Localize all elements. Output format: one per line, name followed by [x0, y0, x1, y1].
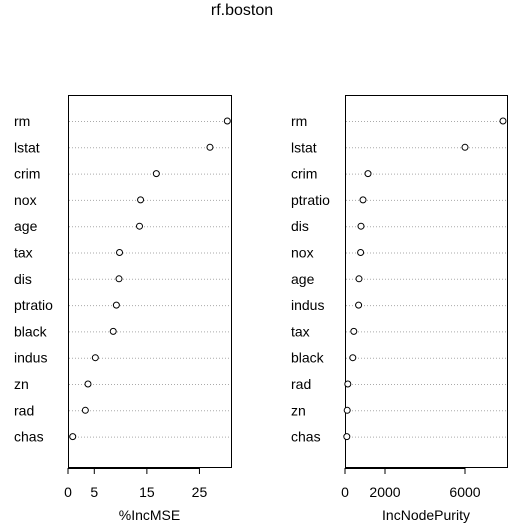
point-indus	[91, 354, 99, 362]
x-axis-label: IncNodePurity	[382, 507, 470, 523]
plot-frame	[345, 95, 508, 468]
row-label-chas: chas	[291, 429, 321, 445]
row-label-lstat: lstat	[291, 139, 317, 155]
row-label-black: black	[14, 323, 48, 339]
point-rad	[344, 380, 352, 388]
x-tick-label: 5	[90, 484, 98, 500]
point-lstat	[206, 143, 214, 151]
x-tick-label: 25	[192, 484, 208, 500]
point-age	[355, 275, 363, 283]
point-tax	[350, 327, 358, 335]
row-label-tax: tax	[291, 323, 310, 339]
row-label-crim: crim	[14, 166, 40, 182]
row-label-rm: rm	[291, 113, 307, 129]
row-label-age: age	[291, 271, 315, 287]
row-label-rad: rad	[291, 376, 311, 392]
row-label-zn: zn	[14, 376, 29, 392]
row-label-rad: rad	[14, 402, 34, 418]
x-axis-label: %IncMSE	[119, 507, 180, 523]
row-label-black: black	[291, 350, 325, 366]
point-age	[136, 222, 144, 230]
row-label-chas: chas	[14, 429, 44, 445]
point-crim	[364, 170, 372, 178]
point-chas	[343, 433, 351, 441]
row-label-dis: dis	[291, 218, 309, 234]
point-black	[109, 327, 117, 335]
x-tick-label: 2000	[369, 484, 400, 500]
point-dis	[115, 275, 123, 283]
point-chas	[69, 433, 77, 441]
row-label-lstat: lstat	[14, 139, 40, 155]
point-black	[349, 354, 357, 362]
row-label-indus: indus	[14, 350, 47, 366]
row-label-indus: indus	[291, 297, 324, 313]
chart-title: rf.boston	[211, 2, 273, 19]
row-label-tax: tax	[14, 245, 33, 261]
row-label-zn: zn	[291, 402, 306, 418]
point-indus	[355, 301, 363, 309]
point-zn	[343, 406, 351, 414]
row-label-age: age	[14, 218, 38, 234]
point-rad	[81, 406, 89, 414]
x-tick-label: 6000	[449, 484, 480, 500]
point-nox	[137, 196, 145, 204]
row-label-nox: nox	[14, 192, 37, 208]
row-label-nox: nox	[291, 245, 314, 261]
plot-frame	[68, 95, 232, 468]
x-tick-label: 0	[341, 484, 349, 500]
point-rm	[223, 117, 231, 125]
point-lstat	[461, 143, 469, 151]
x-tick-label: 15	[139, 484, 155, 500]
point-ptratio	[359, 196, 367, 204]
point-rm	[499, 117, 507, 125]
panel-1: rm lstat crim nox age tax dis ptratio black indus…	[14, 95, 232, 523]
row-label-ptratio: ptratio	[291, 192, 330, 208]
point-ptratio	[112, 301, 120, 309]
point-zn	[84, 380, 92, 388]
row-label-ptratio: ptratio	[14, 297, 53, 313]
row-label-dis: dis	[14, 271, 32, 287]
point-crim	[152, 170, 160, 178]
x-tick-label: 0	[64, 484, 72, 500]
point-tax	[116, 249, 124, 256]
point-dis	[357, 222, 365, 230]
point-nox	[357, 249, 365, 256]
row-label-crim: crim	[291, 166, 317, 182]
row-label-rm: rm	[14, 113, 30, 129]
panel-2: rm lstat crim ptratio dis nox age indus tax black…	[291, 95, 508, 523]
